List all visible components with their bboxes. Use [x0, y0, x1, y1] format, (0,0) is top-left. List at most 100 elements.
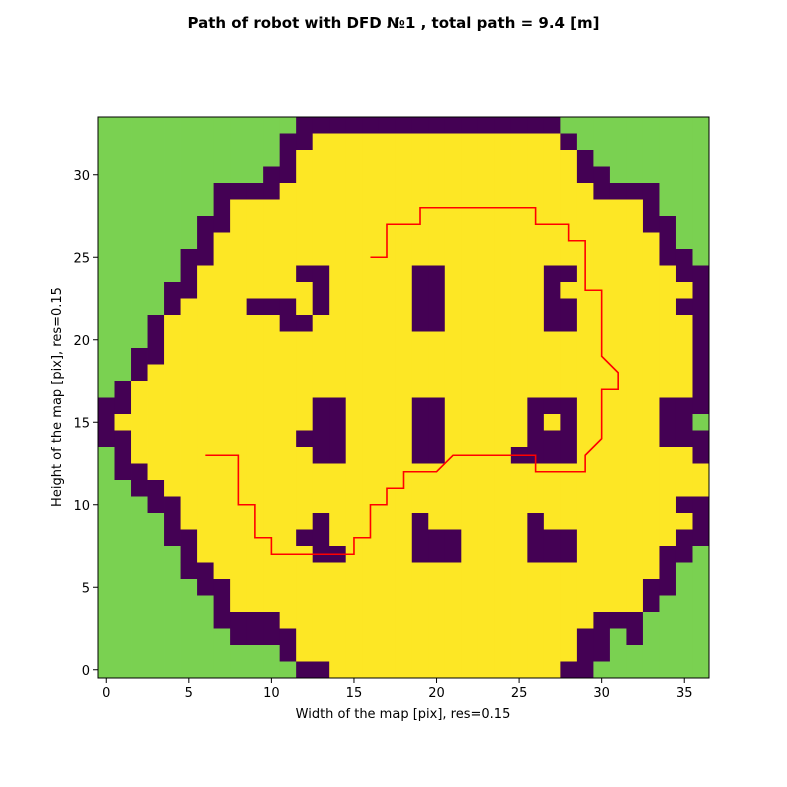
cell-outside — [114, 282, 132, 299]
cell-free — [197, 513, 214, 530]
cell-wall — [543, 397, 561, 415]
cell-wall — [642, 183, 660, 200]
cell-free — [230, 529, 248, 547]
cell-free — [263, 249, 281, 266]
cell-free — [461, 216, 479, 233]
cell-free — [461, 331, 479, 349]
cell-wall — [675, 298, 693, 316]
cell-wall — [659, 562, 677, 580]
cell-free — [378, 447, 396, 464]
cell-free — [494, 595, 512, 613]
cell-free — [642, 463, 660, 481]
cell-free — [494, 265, 512, 283]
cell-outside — [164, 612, 181, 629]
cell-free — [461, 348, 479, 365]
cell-free — [246, 430, 264, 448]
cell-outside — [609, 661, 627, 679]
cell-free — [312, 562, 330, 580]
cell-outside — [692, 232, 710, 250]
cell-wall — [659, 579, 677, 596]
cell-outside — [609, 117, 627, 134]
cell-free — [296, 463, 314, 481]
cell-free — [494, 529, 512, 547]
cell-outside — [131, 612, 148, 629]
cell-free — [477, 595, 495, 613]
cell-outside — [609, 628, 627, 646]
cell-outside — [131, 150, 148, 167]
cell-free — [345, 513, 363, 530]
cell-outside — [147, 216, 165, 233]
cell-free — [362, 628, 380, 646]
cell-free — [593, 513, 611, 530]
cell-wall — [593, 645, 611, 662]
cell-outside — [659, 661, 677, 679]
cell-wall — [246, 298, 264, 316]
cell-wall — [164, 513, 181, 530]
cell-free — [395, 133, 413, 151]
cell-free — [428, 496, 446, 514]
cell-free — [510, 529, 528, 547]
cell-free — [609, 232, 627, 250]
cell-outside — [164, 628, 181, 646]
cell-free — [444, 315, 462, 332]
cell-wall — [279, 166, 297, 184]
cell-free — [378, 381, 396, 398]
cell-free — [428, 364, 446, 382]
cell-wall — [411, 546, 429, 563]
cell-free — [246, 265, 264, 283]
cell-outside — [180, 579, 198, 596]
cell-free — [527, 364, 545, 382]
cell-free — [428, 133, 446, 151]
cell-free — [296, 298, 314, 316]
cell-free — [378, 364, 396, 382]
cell-wall — [164, 529, 181, 547]
cell-free — [444, 216, 462, 233]
cell-wall — [593, 183, 611, 200]
cell-free — [543, 513, 561, 530]
cell-free — [263, 381, 281, 398]
cell-outside — [180, 661, 198, 679]
cell-free — [230, 348, 248, 365]
cell-wall — [411, 265, 429, 283]
cell-free — [180, 513, 198, 530]
cell-free — [461, 480, 479, 497]
cell-outside — [180, 216, 198, 233]
cell-free — [131, 447, 148, 464]
cell-free — [428, 628, 446, 646]
cell-wall — [675, 430, 693, 448]
cell-outside — [114, 348, 132, 365]
cell-free — [378, 166, 396, 184]
cell-outside — [147, 282, 165, 299]
cell-free — [494, 183, 512, 200]
cell-free — [296, 331, 314, 349]
cell-free — [411, 166, 429, 184]
cell-free — [527, 150, 545, 167]
cell-free — [609, 348, 627, 365]
cell-free — [378, 628, 396, 646]
cell-free — [362, 447, 380, 464]
chart-title: Path of robot with DFD №1 , total path =… — [187, 14, 599, 32]
cell-free — [230, 397, 248, 415]
cell-wall — [164, 496, 181, 514]
cell-free — [692, 463, 710, 481]
cell-free — [494, 546, 512, 563]
cell-outside — [114, 529, 132, 547]
cell-free — [197, 298, 214, 316]
cell-free — [477, 397, 495, 415]
cell-free — [312, 463, 330, 481]
cell-free — [560, 282, 578, 299]
cell-free — [197, 496, 214, 514]
cell-free — [626, 199, 644, 217]
cell-wall — [642, 595, 660, 613]
cell-wall — [164, 298, 181, 316]
cell-free — [477, 414, 495, 431]
cell-outside — [180, 150, 198, 167]
cell-free — [543, 480, 561, 497]
cell-free — [378, 265, 396, 283]
cell-free — [593, 232, 611, 250]
cell-free — [362, 430, 380, 448]
cell-outside — [180, 166, 198, 184]
cell-free — [626, 529, 644, 547]
cell-free — [246, 397, 264, 415]
cell-wall — [312, 513, 330, 530]
